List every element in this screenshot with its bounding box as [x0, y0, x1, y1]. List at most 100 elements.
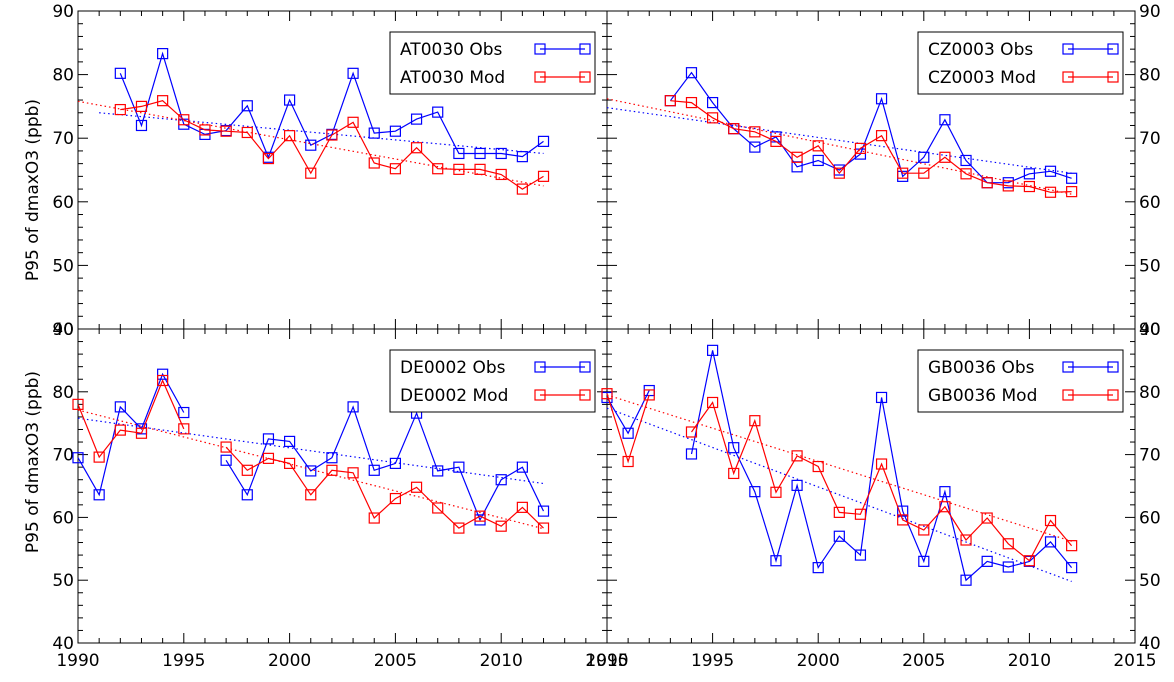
data-point	[833, 530, 845, 542]
y-tick-label: 40	[52, 320, 74, 340]
data-point	[812, 154, 824, 167]
data-point	[1002, 538, 1014, 550]
data-point	[791, 450, 803, 462]
data-point	[706, 96, 719, 109]
data-point	[284, 457, 296, 469]
data-point	[178, 114, 190, 126]
data-point	[347, 67, 359, 79]
data-point	[791, 151, 803, 163]
data-point	[114, 67, 126, 79]
trend-line	[99, 112, 544, 155]
data-point	[432, 502, 444, 514]
data-point	[389, 163, 401, 175]
data-point	[770, 135, 782, 147]
data-point	[939, 114, 951, 126]
data-point	[157, 374, 169, 387]
data-point	[220, 454, 232, 466]
data-point	[749, 415, 761, 427]
data-point	[1044, 186, 1057, 198]
data-point	[326, 129, 338, 141]
data-point	[495, 147, 507, 160]
data-point	[537, 522, 550, 534]
data-point	[960, 574, 972, 586]
data-point	[854, 549, 867, 561]
data-point	[516, 461, 528, 473]
data-point	[897, 514, 909, 526]
data-point	[495, 520, 507, 532]
legend-box	[917, 31, 1124, 95]
data-point	[918, 524, 930, 536]
series-line	[690, 350, 1073, 582]
data-point	[262, 152, 275, 165]
data-point	[347, 467, 359, 479]
data-point	[199, 124, 211, 136]
data-point	[1023, 168, 1036, 180]
data-point	[875, 458, 888, 470]
data-point	[220, 441, 232, 453]
x-tick-label: 2000	[268, 651, 311, 671]
legend-marker	[579, 361, 591, 373]
y-tick-label: 70	[52, 129, 74, 149]
data-point	[474, 163, 486, 175]
data-point	[516, 151, 528, 163]
data-point	[284, 435, 296, 448]
data-point	[72, 452, 84, 464]
data-point	[685, 67, 698, 79]
data-point	[706, 112, 719, 124]
data-point	[918, 151, 930, 163]
x-tick-label: 2005	[374, 651, 417, 671]
y-tick-label: 90	[1139, 320, 1161, 340]
x-tick-label: 2005	[902, 651, 945, 671]
series-line	[669, 71, 1072, 184]
y-axis-label-top: P95 of dmaxO3 (ppb)	[23, 99, 43, 281]
data-point	[326, 464, 338, 476]
data-point	[875, 130, 888, 142]
data-point	[495, 474, 507, 486]
legend-label: GB0036 Obs	[928, 358, 1035, 378]
legend-label: DE0002 Mod	[400, 386, 508, 406]
y-tick-label: 90	[1139, 2, 1161, 22]
series-line	[691, 401, 1073, 562]
x-tick-label: 1990	[585, 651, 628, 671]
y-tick-label: 90	[52, 2, 74, 22]
data-point	[1002, 180, 1014, 192]
data-point	[453, 522, 465, 534]
data-point	[1066, 186, 1078, 198]
trend-line	[606, 98, 1072, 195]
data-point	[918, 555, 930, 567]
legend-marker	[1107, 389, 1119, 401]
data-point	[410, 142, 423, 154]
x-tick-label: 1990	[56, 651, 99, 671]
data-point	[812, 460, 824, 473]
data-point	[474, 510, 486, 522]
data-point	[432, 465, 444, 477]
series-line	[120, 100, 544, 190]
x-tick-label: 1995	[162, 651, 205, 671]
data-point	[537, 135, 550, 147]
y-axis-label-bottom: P95 of dmaxO3 (ppb)	[23, 371, 43, 553]
data-point	[939, 501, 951, 513]
x-tick-label: 2010	[1008, 651, 1051, 671]
data-point	[241, 489, 253, 501]
y-tick-label: 60	[52, 508, 74, 528]
series-line	[225, 446, 544, 529]
data-point	[1023, 555, 1036, 567]
data-point	[770, 555, 782, 567]
legend-label: CZ0003 Obs	[928, 40, 1033, 60]
data-point	[305, 489, 317, 501]
legend-marker	[579, 389, 591, 401]
data-point	[114, 401, 126, 413]
trend-line	[77, 409, 544, 530]
data-point	[178, 406, 190, 419]
legend-marker	[1107, 43, 1119, 55]
data-point	[897, 505, 909, 517]
data-point	[833, 167, 845, 179]
data-point	[706, 344, 719, 356]
legend-marker	[1107, 361, 1119, 373]
data-point	[410, 481, 423, 493]
data-point	[114, 103, 126, 116]
data-point	[791, 479, 803, 491]
data-point	[622, 427, 634, 439]
data-point	[284, 94, 296, 106]
